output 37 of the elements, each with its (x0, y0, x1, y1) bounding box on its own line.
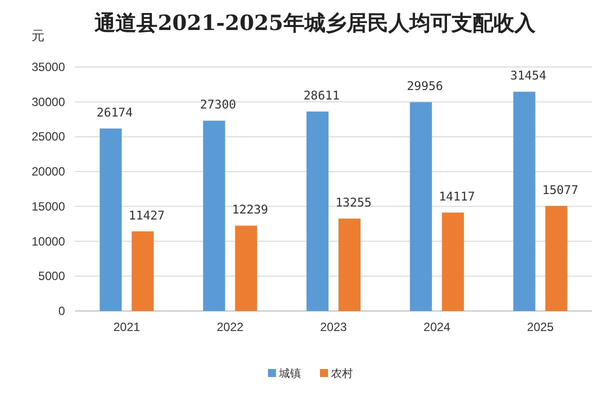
y-tick-label: 5000 (38, 269, 66, 284)
data-label: 12239 (232, 202, 268, 217)
data-label: 15077 (542, 182, 578, 197)
y-tick-label: 15000 (32, 199, 66, 214)
bar (132, 231, 154, 311)
y-tick-label: 10000 (32, 234, 66, 248)
bar (338, 218, 360, 311)
bar (545, 206, 568, 311)
data-label: 26174 (96, 106, 133, 120)
data-label: 11427 (128, 208, 165, 222)
legend-label: 城镇 (278, 367, 301, 380)
y-axis-title: 元 (32, 28, 44, 43)
y-tick-label: 0 (58, 304, 66, 318)
x-tick-label: 2024 (424, 320, 451, 334)
bar (306, 112, 328, 311)
bar (203, 120, 226, 311)
x-tick-label: 2025 (526, 320, 554, 334)
data-label: 31454 (510, 68, 546, 83)
data-label: 13255 (335, 196, 372, 210)
bar (235, 226, 258, 311)
data-label: 28611 (303, 88, 340, 103)
y-tick-label: 35000 (32, 60, 66, 74)
y-tick-label: 30000 (32, 94, 66, 109)
x-tick-label: 2022 (216, 320, 244, 334)
x-tick-label: 2023 (320, 320, 348, 334)
bar (410, 102, 432, 311)
data-label: 14117 (438, 190, 475, 204)
legend-label: 农村 (331, 367, 353, 380)
data-label: 29956 (406, 79, 443, 94)
y-tick-label: 20000 (32, 164, 66, 179)
x-tick-label: 2021 (113, 320, 140, 334)
chart-title: 通道县2021-2025年城乡居民人均可支配收入 (94, 10, 536, 35)
y-tick-label: 25000 (32, 130, 66, 144)
bar (513, 92, 536, 311)
bar (100, 128, 122, 311)
bar (442, 212, 464, 311)
data-label: 27300 (200, 98, 236, 112)
